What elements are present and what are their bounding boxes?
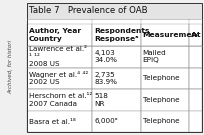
Bar — [141, 111, 189, 132]
Bar — [27, 3, 202, 132]
Bar — [92, 89, 141, 111]
Bar — [189, 24, 202, 46]
Text: Measurement: Measurement — [143, 32, 201, 38]
Text: Wagner et al.⁴ ⁴²
2002 US: Wagner et al.⁴ ⁴² 2002 US — [29, 71, 88, 85]
Bar — [141, 68, 189, 89]
Bar — [189, 89, 202, 111]
Text: Lawrence et al.² 
¹ ¹²
2008 US: Lawrence et al.² ¹ ¹² 2008 US — [29, 46, 89, 67]
Bar — [27, 89, 92, 111]
Bar — [141, 89, 189, 111]
Text: Basra et al.¹⁸: Basra et al.¹⁸ — [29, 119, 75, 124]
Text: Table 7   Prevalence of OAB: Table 7 Prevalence of OAB — [29, 6, 147, 15]
Bar — [27, 68, 92, 89]
Text: Herschorn et al.¹²
2007 Canada: Herschorn et al.¹² 2007 Canada — [29, 93, 92, 107]
Bar — [92, 24, 141, 46]
Text: 4,103
34.0%: 4,103 34.0% — [94, 50, 117, 63]
Text: 6,000ᵃ: 6,000ᵃ — [94, 119, 118, 124]
Text: Archived, for histori: Archived, for histori — [9, 40, 14, 94]
Bar — [189, 46, 202, 68]
Bar — [189, 68, 202, 89]
Text: Telephone: Telephone — [143, 75, 179, 81]
Bar — [189, 111, 202, 132]
Bar — [27, 3, 202, 19]
Bar — [27, 46, 92, 68]
Text: 2,735
83.9%: 2,735 83.9% — [94, 72, 117, 85]
Bar — [27, 3, 202, 132]
Text: Author, Year
Country: Author, Year Country — [29, 28, 81, 42]
Bar — [27, 19, 202, 24]
Bar — [141, 24, 189, 46]
Bar — [92, 46, 141, 68]
Bar — [92, 68, 141, 89]
Bar — [92, 111, 141, 132]
Bar — [27, 24, 92, 46]
Bar — [141, 46, 189, 68]
Text: Respondents
Responseᵃ: Respondents Responseᵃ — [94, 28, 150, 42]
Text: Telephone: Telephone — [143, 119, 179, 124]
Text: Telephone: Telephone — [143, 97, 179, 103]
Text: Mailed
EPIQ: Mailed EPIQ — [143, 50, 166, 63]
Bar — [27, 111, 92, 132]
Text: 518
NR: 518 NR — [94, 93, 108, 107]
Text: Aₕ: Aₕ — [191, 32, 200, 38]
